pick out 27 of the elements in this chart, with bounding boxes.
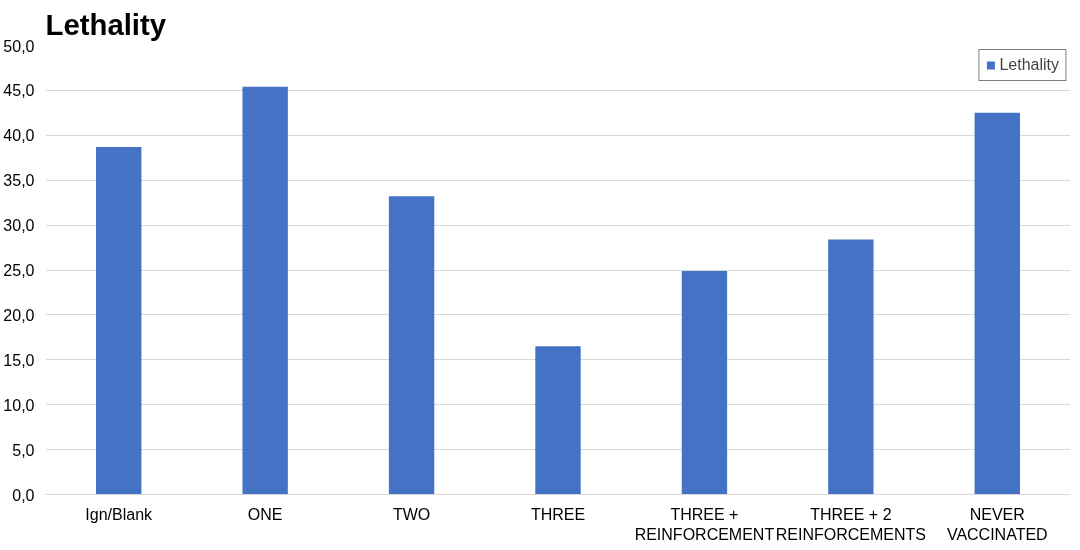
- x-tick-label: THREE: [530, 505, 586, 523]
- x-tick-label: TWO: [392, 505, 431, 523]
- x-tick-label: THREE + REINFORCEMENT: [634, 505, 775, 543]
- y-tick-label: 45,0: [3, 82, 35, 100]
- y-tick-label: 50,0: [3, 37, 35, 55]
- x-tick-label: Ign/Blank: [85, 505, 154, 523]
- chart-title: Lethality: [45, 7, 167, 41]
- legend-label: Lethality: [999, 56, 1059, 74]
- bar: [828, 239, 874, 495]
- bar: [96, 146, 142, 495]
- y-tick-label: 35,0: [3, 172, 35, 190]
- bar: [974, 112, 1020, 495]
- y-tick-label: 25,0: [3, 262, 35, 279]
- y-tick-label: 0,0: [12, 486, 35, 504]
- x-tick-label: ONE: [247, 505, 283, 523]
- bar: [535, 346, 581, 495]
- x-tick-label: NEVER VACCINATED: [946, 505, 1048, 543]
- bar: [242, 86, 288, 495]
- y-tick-label: 15,0: [3, 351, 35, 369]
- y-tick-label: 40,0: [3, 127, 35, 145]
- x-tick-label: THREE + 2 REINFORCEMENTS: [775, 505, 926, 543]
- y-tick-label: 30,0: [3, 217, 35, 235]
- bar: [681, 270, 728, 495]
- y-tick-label: 5,0: [12, 441, 35, 459]
- y-tick-label: 20,0: [3, 306, 35, 324]
- bar: [388, 196, 435, 495]
- y-tick-label: 10,0: [3, 396, 35, 414]
